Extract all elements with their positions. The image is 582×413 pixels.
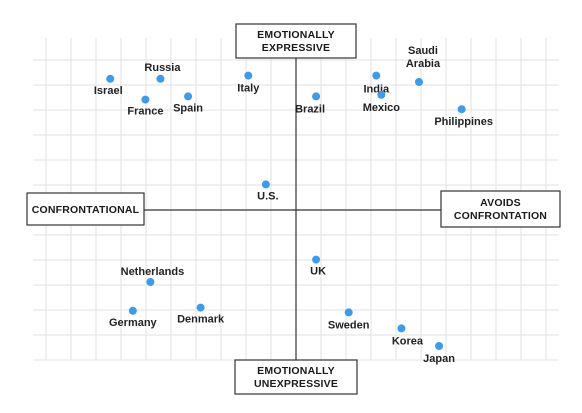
point-sweden xyxy=(344,308,353,317)
point-label: Korea xyxy=(392,335,424,347)
point-label: UK xyxy=(310,266,326,278)
point-germany xyxy=(128,306,137,315)
point-saudi-arabia xyxy=(414,78,423,86)
point-brazil xyxy=(312,92,321,101)
point-label: Philippines xyxy=(434,116,493,128)
point-italy xyxy=(244,71,253,80)
point-india xyxy=(372,71,381,80)
point-spain xyxy=(184,92,193,101)
axis-label-bottom-text: EMOTIONALLY xyxy=(257,365,335,377)
point-u-s- xyxy=(261,180,270,189)
point-netherlands xyxy=(146,278,155,286)
point-label: Sweden xyxy=(328,319,370,331)
axis-label-right-text: AVOIDS xyxy=(480,197,521,209)
point-label: India xyxy=(363,84,390,96)
axis-label-bottom: EMOTIONALLY UNEXPRESSIVE xyxy=(234,359,358,395)
point-korea xyxy=(397,324,406,333)
point-philippines xyxy=(457,105,466,114)
point-mexico xyxy=(377,90,386,99)
axis-label-top-text-2: EXPRESSIVE xyxy=(262,42,331,54)
point-label: Israel xyxy=(94,85,123,97)
point-label: U.S. xyxy=(257,190,278,202)
axes xyxy=(144,58,441,360)
point-label: Brazil xyxy=(295,103,325,115)
point-label: Mexico xyxy=(363,102,401,114)
point-label: Germany xyxy=(109,317,158,329)
point-label: France xyxy=(127,106,163,118)
point-france xyxy=(141,95,150,104)
axis-label-right: AVOIDS CONFRONTATION xyxy=(440,190,561,228)
axis-label-right-text-2: CONFRONTATION xyxy=(454,210,547,222)
point-denmark xyxy=(196,303,205,312)
axis-label-left: CONFRONTATIONAL xyxy=(26,192,145,226)
point-label: Spain xyxy=(173,102,203,114)
point-label: Italy xyxy=(237,83,260,95)
point-label: Netherlands xyxy=(121,266,185,278)
point-uk xyxy=(312,255,321,264)
point-russia xyxy=(156,74,165,83)
point-label: Saudi Arabia xyxy=(406,45,441,70)
point-israel xyxy=(106,74,115,83)
point-japan xyxy=(435,342,444,350)
data-points: Israel Russia France Spain Italy Brazil India S… xyxy=(94,45,493,365)
point-label: Denmark xyxy=(177,314,225,326)
axis-label-left-text: CONFRONTATIONAL xyxy=(32,204,140,216)
axis-label-bottom-text-2: UNEXPRESSIVE xyxy=(254,378,338,390)
point-label: Japan xyxy=(423,353,455,365)
point-label: Russia xyxy=(144,62,181,74)
axis-label-top: EMOTIONALLY EXPRESSIVE xyxy=(235,23,357,59)
axis-label-top-text: EMOTIONALLY xyxy=(257,29,335,41)
